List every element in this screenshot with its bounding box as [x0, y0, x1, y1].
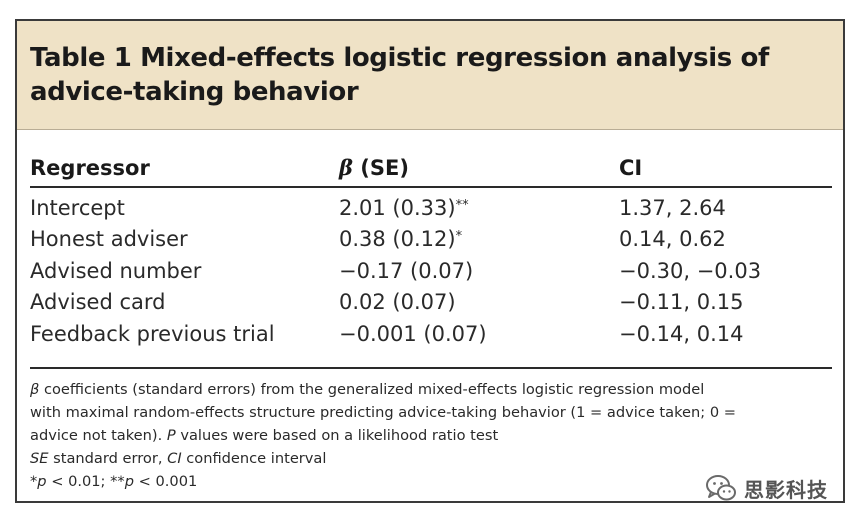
footnote-text: < 0.01; ** [46, 473, 125, 490]
cell-beta-value: −0.001 (0.07) [339, 322, 487, 346]
header-rule [30, 186, 832, 188]
footnote-se-abbrev: SE [30, 450, 49, 467]
footnote-ci-abbrev: CI [167, 450, 182, 467]
cell-beta: 0.02 (0.07) [339, 287, 456, 318]
cell-ci: 1.37, 2.64 [619, 196, 726, 220]
table-bottom-rule [30, 367, 832, 369]
table-row: Honest adviser 0.38 (0.12)* 0.14, 0.62 [17, 224, 843, 255]
footnote-beta-symbol: β [30, 381, 40, 398]
cell-regressor: Advised card [30, 290, 166, 314]
table-title: Table 1 Mixed-effects logistic regressio… [30, 43, 769, 107]
footnote-p-symbol: p [124, 473, 134, 490]
footnote-p-symbol: P [166, 427, 176, 444]
footnote-line: with maximal random-effects structure pr… [30, 404, 736, 421]
table-row: Feedback previous trial −0.001 (0.07) −0… [17, 319, 843, 350]
footnote-p-symbol: p [37, 473, 47, 490]
cell-beta: 0.38 (0.12)* [339, 224, 462, 255]
cell-ci: −0.30, −0.03 [619, 259, 762, 283]
cell-regressor: Honest adviser [30, 227, 188, 251]
column-header-beta: β (SE) [339, 154, 409, 182]
regression-table: Table 1 Mixed-effects logistic regressio… [15, 19, 845, 503]
table-footnotes: β coefficients (standard errors) from th… [30, 378, 830, 493]
significance-marker: ** [455, 198, 469, 213]
cell-regressor: Feedback previous trial [30, 322, 275, 346]
cell-beta: −0.17 (0.07) [339, 256, 473, 287]
cell-beta-value: 2.01 (0.33) [339, 196, 456, 220]
footnote-text: < 0.001 [133, 473, 198, 490]
cell-ci: −0.14, 0.14 [619, 322, 744, 346]
footnote-text: coefficients (standard errors) from the … [39, 381, 705, 398]
cell-beta-value: 0.02 (0.07) [339, 290, 456, 314]
table-row: Advised number −0.17 (0.07) −0.30, −0.03 [17, 256, 843, 287]
footnote-line: *p < 0.01; **p < 0.001 [30, 470, 830, 493]
table-title-band: Table 1 Mixed-effects logistic regressio… [17, 21, 843, 130]
beta-header-suffix: (SE) [352, 156, 409, 180]
cell-ci: −0.11, 0.15 [619, 290, 744, 314]
cell-beta-value: −0.17 (0.07) [339, 259, 474, 283]
watermark-text: 思影科技 [744, 477, 828, 502]
cell-beta: 2.01 (0.33)** [339, 193, 469, 224]
column-header-ci: CI [619, 156, 643, 180]
footnote-line: β coefficients (standard errors) from th… [30, 378, 830, 401]
beta-symbol: β [339, 155, 353, 180]
footnote-text: confidence interval [181, 450, 327, 467]
column-header-regressor: Regressor [30, 156, 150, 180]
cell-regressor: Intercept [30, 196, 125, 220]
footnote-text: * [30, 473, 38, 490]
cell-regressor: Advised number [30, 259, 202, 283]
footnote-text: standard error, [48, 450, 168, 467]
wechat-icon [706, 475, 736, 501]
watermark: 思影科技 [704, 470, 844, 506]
table-row: Advised card 0.02 (0.07) −0.11, 0.15 [17, 287, 843, 318]
footnote-line: SE standard error, CI confidence interva… [30, 447, 830, 470]
cell-beta: −0.001 (0.07) [339, 319, 487, 350]
cell-ci: 0.14, 0.62 [619, 227, 726, 251]
cell-beta-value: 0.38 (0.12) [339, 227, 456, 251]
footnote-text: advice not taken). [30, 427, 167, 444]
significance-marker: * [455, 229, 463, 244]
footnote-text: values were based on a likelihood ratio … [175, 427, 499, 444]
footnote-line: advice not taken). P values were based o… [30, 424, 830, 447]
table-row: Intercept 2.01 (0.33)** 1.37, 2.64 [17, 193, 843, 224]
